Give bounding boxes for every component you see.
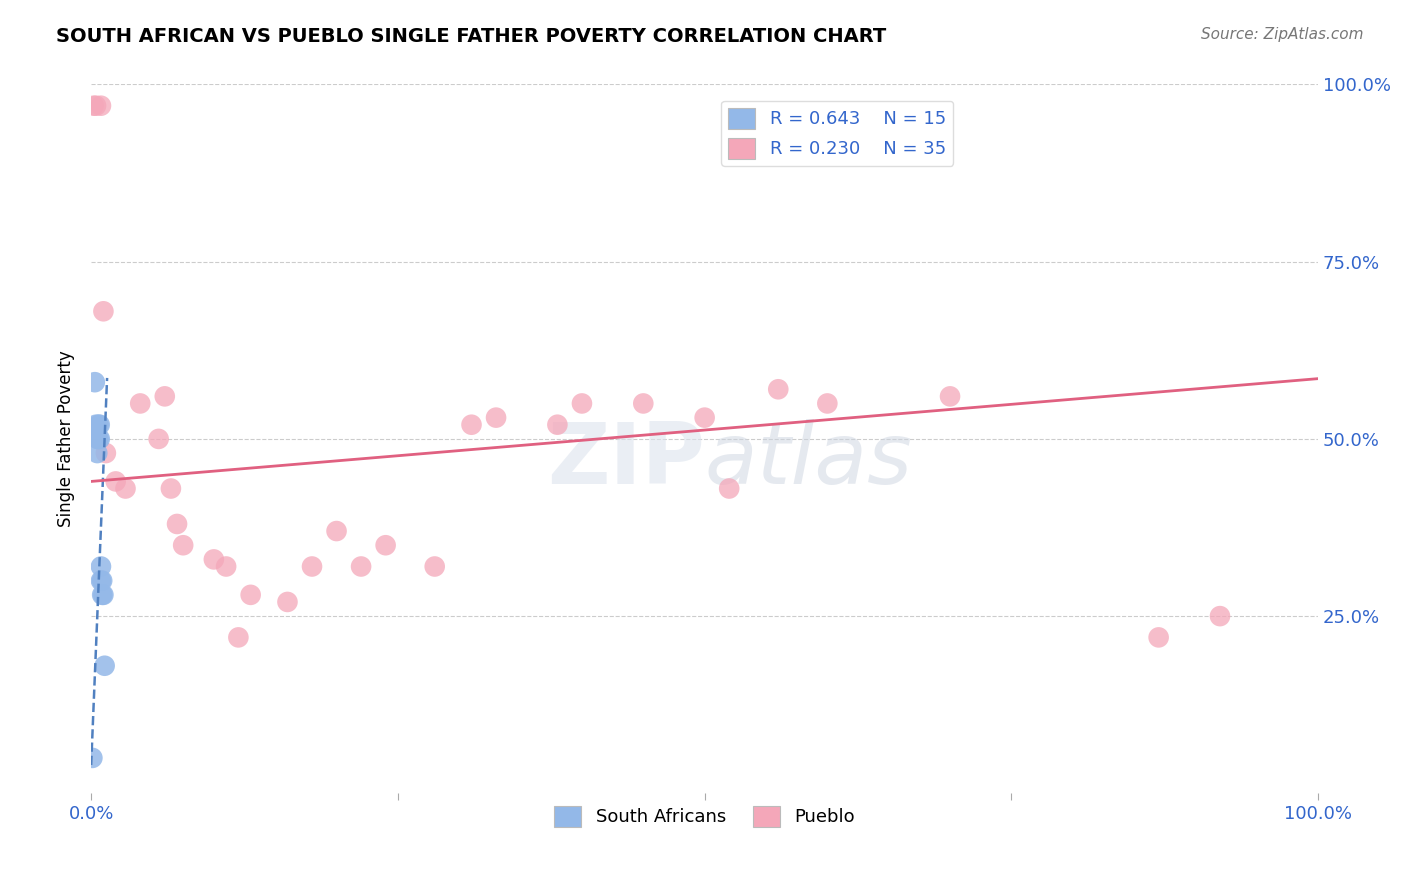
Point bbox=[90, 559, 112, 574]
Point bbox=[84, 99, 107, 113]
Point bbox=[86, 432, 108, 446]
Point bbox=[84, 417, 107, 432]
Point bbox=[82, 751, 104, 765]
Point bbox=[91, 588, 114, 602]
Point bbox=[148, 432, 170, 446]
Point bbox=[87, 432, 110, 446]
Point bbox=[129, 396, 152, 410]
Point bbox=[93, 304, 115, 318]
Point bbox=[276, 595, 298, 609]
Point bbox=[202, 552, 225, 566]
Text: Source: ZipAtlas.com: Source: ZipAtlas.com bbox=[1201, 27, 1364, 42]
Point bbox=[633, 396, 655, 410]
Point bbox=[546, 417, 568, 432]
Point bbox=[939, 389, 962, 403]
Point bbox=[374, 538, 396, 552]
Point bbox=[718, 482, 741, 496]
Text: SOUTH AFRICAN VS PUEBLO SINGLE FATHER POVERTY CORRELATION CHART: SOUTH AFRICAN VS PUEBLO SINGLE FATHER PO… bbox=[56, 27, 887, 45]
Point bbox=[423, 559, 446, 574]
Point bbox=[693, 410, 716, 425]
Text: atlas: atlas bbox=[704, 418, 912, 501]
Point bbox=[89, 417, 111, 432]
Point bbox=[89, 432, 111, 446]
Point bbox=[1209, 609, 1232, 624]
Point bbox=[153, 389, 176, 403]
Point bbox=[83, 375, 105, 389]
Point bbox=[350, 559, 373, 574]
Point bbox=[239, 588, 262, 602]
Text: ZIP: ZIP bbox=[547, 418, 704, 501]
Point bbox=[87, 417, 110, 432]
Point bbox=[83, 99, 105, 113]
Point bbox=[104, 475, 127, 489]
Point bbox=[768, 382, 790, 396]
Legend: South Africans, Pueblo: South Africans, Pueblo bbox=[547, 798, 862, 834]
Point bbox=[94, 446, 117, 460]
Point bbox=[160, 482, 183, 496]
Point bbox=[301, 559, 323, 574]
Point bbox=[460, 417, 482, 432]
Point bbox=[228, 631, 250, 645]
Point bbox=[93, 658, 115, 673]
Point bbox=[172, 538, 194, 552]
Point bbox=[1147, 631, 1170, 645]
Point bbox=[166, 516, 188, 531]
Point bbox=[91, 574, 114, 588]
Point bbox=[485, 410, 508, 425]
Point bbox=[815, 396, 838, 410]
Point bbox=[90, 99, 112, 113]
Point bbox=[114, 482, 136, 496]
Y-axis label: Single Father Poverty: Single Father Poverty bbox=[58, 351, 75, 527]
Point bbox=[571, 396, 593, 410]
Point bbox=[215, 559, 238, 574]
Point bbox=[93, 588, 115, 602]
Point bbox=[325, 524, 347, 538]
Point bbox=[90, 574, 112, 588]
Point bbox=[86, 446, 108, 460]
